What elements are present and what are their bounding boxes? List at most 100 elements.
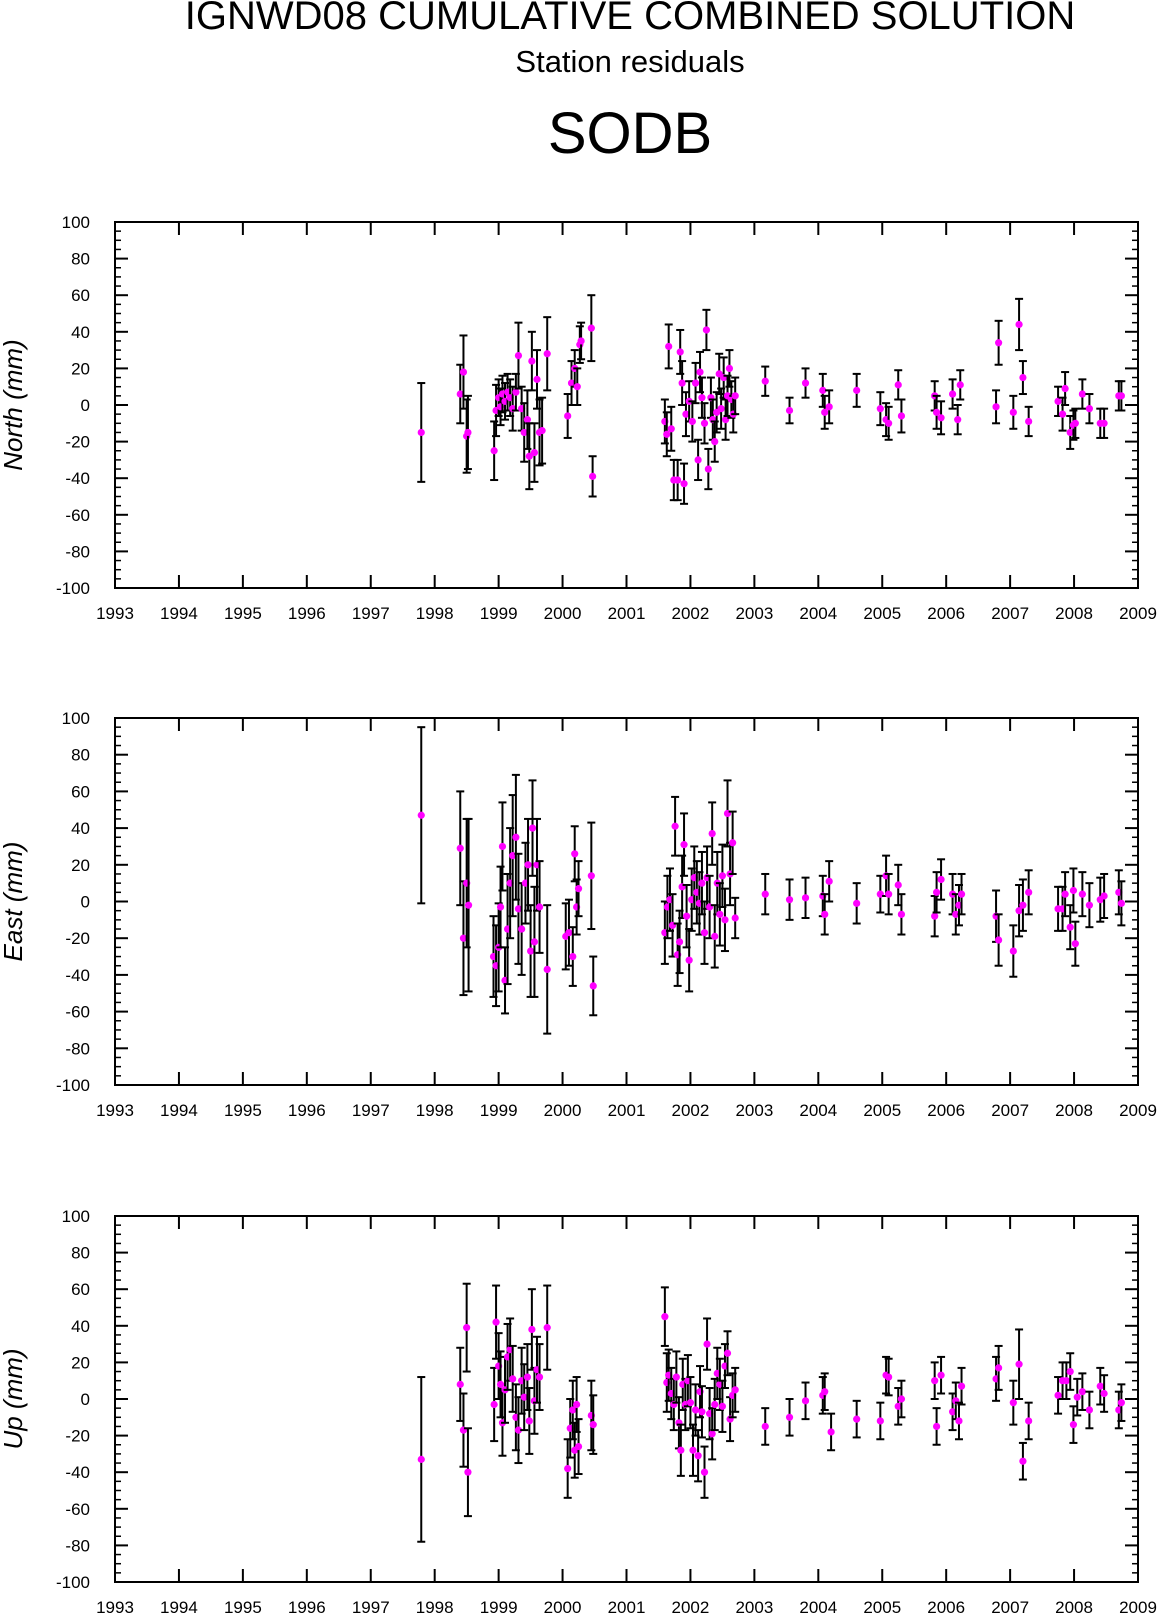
x-tick-label: 1994 (160, 1101, 198, 1120)
x-tick-label: 1995 (224, 1101, 262, 1120)
y-tick-label: -60 (65, 506, 90, 525)
data-point (1015, 907, 1023, 915)
x-tick-label: 2000 (544, 604, 582, 623)
data-point (496, 903, 505, 911)
x-tick-label: 2002 (672, 604, 710, 623)
data-point (691, 1406, 700, 1414)
x-tick-label: 2009 (1119, 1101, 1157, 1120)
data-point (955, 1417, 963, 1425)
data-point (825, 403, 833, 411)
data-point (731, 392, 739, 400)
data-point (761, 377, 769, 385)
data-point (569, 1406, 577, 1414)
x-tick-label: 2008 (1055, 1598, 1093, 1617)
chart-subtitle: Station residuals (515, 44, 745, 79)
data-point (723, 1349, 732, 1357)
data-point (894, 381, 902, 389)
data-point (956, 381, 964, 389)
data-point (948, 390, 957, 398)
x-tick-label: 2009 (1119, 604, 1157, 623)
x-tick-label: 1998 (416, 604, 454, 623)
data-point (526, 947, 535, 955)
data-point (589, 472, 597, 480)
data-point (456, 844, 464, 852)
data-point (671, 822, 679, 830)
data-point (954, 416, 962, 424)
data-point (708, 1430, 716, 1438)
x-tick-label: 2004 (799, 1101, 837, 1120)
x-tick-label: 1993 (96, 1598, 134, 1617)
data-point (528, 1325, 536, 1334)
data-point (853, 386, 861, 394)
data-point (672, 1373, 680, 1381)
data-point (853, 1415, 861, 1423)
data-point (932, 888, 941, 896)
data-point (573, 1400, 581, 1409)
data-point (518, 925, 526, 933)
data-point (565, 929, 573, 937)
data-point (533, 375, 541, 383)
data-point (1015, 320, 1023, 329)
data-point (567, 379, 576, 387)
y-tick-label: -60 (65, 1003, 90, 1022)
x-tick-label: 2006 (927, 604, 965, 623)
data-point (897, 1395, 906, 1403)
data-point (1100, 892, 1108, 900)
x-tick-label: 2008 (1055, 1101, 1093, 1120)
x-tick-label: 2001 (608, 1101, 646, 1120)
data-point (520, 428, 528, 437)
y-tick-label: 0 (81, 396, 90, 415)
data-point (957, 890, 966, 898)
x-tick-label: 2003 (735, 1101, 773, 1120)
data-point (761, 890, 769, 898)
data-point (678, 379, 686, 387)
data-point (464, 901, 473, 909)
data-point (1054, 1391, 1062, 1399)
data-point (498, 842, 507, 851)
y-tick-label: 60 (71, 782, 90, 801)
x-tick-label: 1993 (96, 1101, 134, 1120)
x-tick-label: 2007 (991, 1598, 1029, 1617)
data-point (538, 427, 546, 435)
x-tick-label: 2003 (735, 604, 773, 623)
y-axis-label: North (mm) (0, 339, 28, 470)
data-point (525, 1417, 533, 1425)
data-point (694, 1452, 702, 1460)
data-point (827, 1428, 835, 1436)
data-point (528, 824, 537, 832)
data-point (520, 1393, 528, 1401)
x-tick-label: 2007 (991, 1101, 1029, 1120)
data-point (1069, 886, 1078, 895)
data-point (577, 337, 585, 345)
data-point (995, 339, 1003, 347)
y-tick-label: 100 (62, 213, 90, 232)
x-tick-label: 2005 (863, 604, 901, 623)
data-point (876, 405, 884, 413)
data-point (885, 1373, 893, 1381)
x-tick-label: 1999 (480, 1101, 518, 1120)
data-point (463, 1324, 471, 1332)
x-tick-label: 1997 (352, 1598, 390, 1617)
data-point (717, 405, 725, 413)
data-point (417, 1455, 425, 1463)
data-point (700, 1468, 709, 1476)
data-point (1009, 1399, 1017, 1407)
data-point (490, 1400, 498, 1409)
x-tick-label: 1993 (96, 604, 134, 623)
y-tick-label: 40 (71, 1317, 90, 1336)
y-axis-label: Up (mm) (0, 1348, 28, 1449)
data-point (1062, 1377, 1070, 1385)
data-point (1019, 1457, 1027, 1465)
data-point (711, 1400, 719, 1409)
data-point (821, 1388, 829, 1396)
data-point (702, 326, 711, 334)
data-point (937, 875, 945, 884)
data-point (676, 348, 684, 356)
data-point (932, 1422, 941, 1431)
y-tick-label: 80 (71, 250, 90, 269)
x-tick-label: 1999 (480, 1598, 518, 1617)
data-point (686, 1399, 695, 1407)
data-point (1066, 428, 1074, 437)
data-point (524, 861, 532, 869)
data-point (514, 351, 523, 360)
